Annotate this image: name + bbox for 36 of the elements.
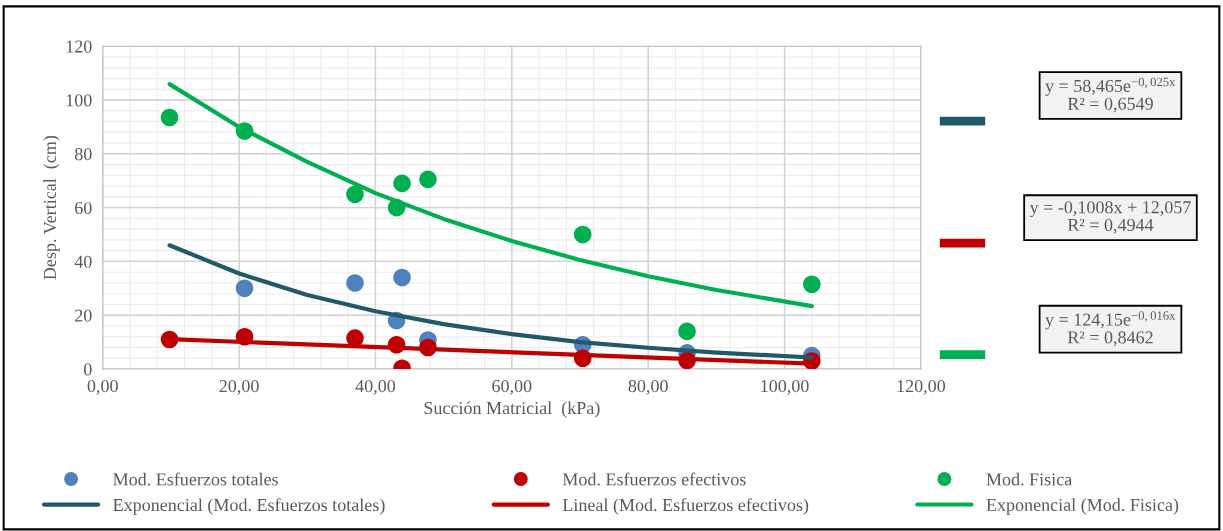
- legend-label: Exponencial (Mod. Esfuerzos totales): [113, 498, 385, 515]
- y-tick-label: 120: [66, 40, 92, 53]
- x-tick-label: 60,00: [492, 379, 532, 395]
- legend-label: Lineal (Mod. Esfuerzos efectivos): [562, 498, 809, 515]
- y-tick-label: 60: [75, 201, 92, 215]
- x-tick-label: 20,00: [219, 379, 259, 395]
- legend-label: Mod. Esfuerzos totales: [113, 472, 278, 486]
- y-axis-title: Desp. Vertical (cm): [43, 135, 60, 280]
- point: [393, 174, 411, 193]
- legend-label: Mod. Fisica: [986, 472, 1072, 486]
- point: [346, 274, 364, 292]
- x-tick-label: 120,00: [897, 379, 946, 395]
- y-tick-label: 100: [66, 94, 92, 107]
- point: [678, 322, 696, 341]
- y-tick-label: 80: [74, 148, 92, 161]
- legend-label: Exponencial (Mod. Fisica): [986, 498, 1179, 515]
- point: [803, 275, 821, 294]
- text: y = -0,1008x + 12,057 R² = 0,4944: [1029, 201, 1191, 234]
- point: [346, 185, 364, 203]
- y-tick-label: 40: [74, 255, 92, 268]
- text: y = 58,465e$^{−0,025x}$ R² = 0,6549: [1045, 77, 1176, 113]
- x-tick-label: 0,00: [87, 379, 118, 395]
- point: [573, 225, 592, 244]
- text: y = 124,15e$^{−0,016x}$ R² = 0,8462: [1045, 311, 1176, 347]
- legend-label: Mod. Esfuerzos efectivos: [562, 472, 746, 486]
- line-series: [167, 82, 814, 309]
- x-tick-label: 100,00: [761, 379, 809, 395]
- y-tick-label: 20: [75, 309, 92, 322]
- x-tick-label: 80,00: [628, 379, 668, 395]
- x-axis-title: Succión Matricial (kPa): [424, 401, 600, 418]
- x-tick-label: 40,00: [355, 379, 396, 395]
- point: [393, 268, 411, 287]
- point: [419, 170, 437, 189]
- point: [160, 108, 179, 127]
- y-tick-label: 0: [83, 363, 92, 376]
- point: [235, 279, 254, 298]
